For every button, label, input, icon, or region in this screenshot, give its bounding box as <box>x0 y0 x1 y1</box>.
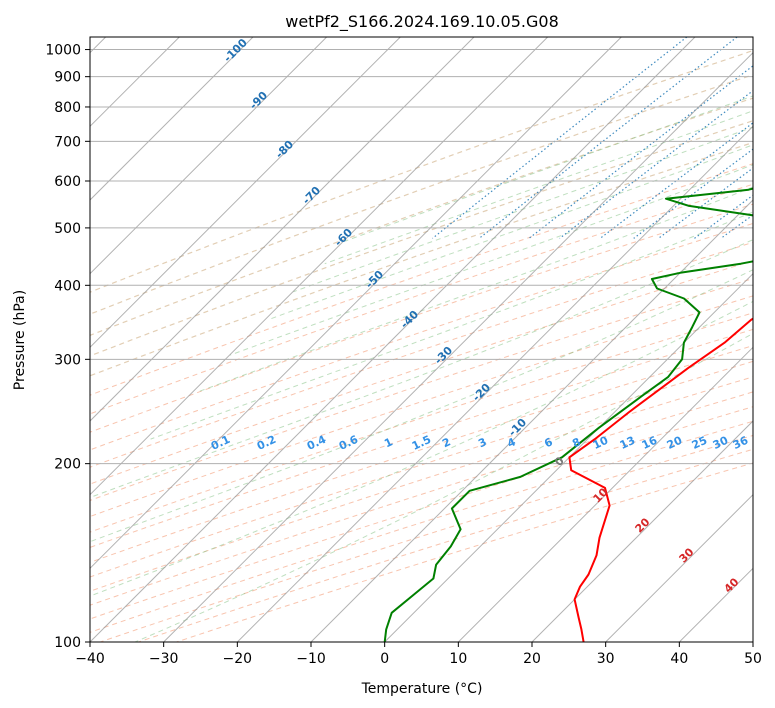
y-tick-label: 500 <box>54 221 81 237</box>
x-tick-label: 20 <box>523 651 541 667</box>
isotherm <box>90 37 696 642</box>
moist-adiabat <box>230 164 753 356</box>
mixing-ratio-label: 25 <box>690 434 709 452</box>
dry-adiabat <box>90 260 753 485</box>
mixing-ratio-line <box>760 37 775 238</box>
background-lines <box>90 37 775 642</box>
temperature-profile <box>568 317 753 642</box>
dry-adiabat <box>90 74 753 315</box>
y-tick-label: 700 <box>54 134 81 150</box>
x-axis-ticks: −40 −30 −20 −10 0 10 20 30 40 50 <box>75 642 762 667</box>
isotherm <box>90 37 475 422</box>
isotherm <box>163 51 753 642</box>
moist-adiabat <box>90 269 753 543</box>
isotherm <box>531 420 753 642</box>
y-tick-label: 1000 <box>45 43 81 59</box>
x-tick-label: −40 <box>75 651 105 667</box>
mixing-ratio-label: 16 <box>640 434 660 452</box>
dry-adiabat <box>90 345 753 563</box>
x-tick-label: −20 <box>223 651 253 667</box>
isotherm <box>384 272 753 642</box>
y-tick-label: 200 <box>54 457 81 473</box>
chart-title: wetPf2_S166.2024.169.10.05.G08 <box>285 12 559 32</box>
isotherm <box>90 37 328 275</box>
x-tick-label: 40 <box>670 651 688 667</box>
x-tick-label: 50 <box>744 651 762 667</box>
dry-adiabat <box>90 391 753 606</box>
plot-background <box>90 37 753 642</box>
x-tick-label: 10 <box>449 651 467 667</box>
y-tick-label: 100 <box>54 635 81 651</box>
mixing-ratio-line <box>559 89 753 239</box>
isotherm <box>90 37 549 496</box>
isotherm <box>605 493 753 642</box>
y-tick-label: 900 <box>54 70 81 86</box>
x-tick-label: −10 <box>296 651 326 667</box>
isotherm <box>752 641 753 642</box>
mixing-ratio-label: 30 <box>711 434 731 452</box>
mixing-ratio-label: 10 <box>591 434 611 452</box>
dewpoint-profile <box>383 187 753 642</box>
y-tick-label: 300 <box>54 352 81 368</box>
y-axis-title: Pressure (hPa) <box>12 290 28 390</box>
dry-adiabat <box>90 49 753 293</box>
dry-adiabat <box>90 241 753 468</box>
isotherm <box>236 125 753 642</box>
mixing-ratio-line <box>478 37 738 239</box>
x-tick-label: 30 <box>597 651 615 667</box>
y-tick-label: 800 <box>54 100 81 116</box>
x-axis-title: Temperature (°C) <box>361 681 483 697</box>
moist-adiabat <box>90 300 753 597</box>
x-tick-label: −30 <box>149 651 179 667</box>
isotherm <box>90 37 622 570</box>
dry-adiabat <box>90 295 753 518</box>
y-tick-label: 600 <box>54 174 81 190</box>
isotherm <box>310 199 753 642</box>
dry-adiabat <box>90 163 753 396</box>
moist-adiabat <box>324 110 753 265</box>
mixing-ratio-label: 36 <box>731 434 751 452</box>
isotherm <box>457 346 753 642</box>
isotherm <box>90 37 401 349</box>
y-tick-label: 400 <box>54 278 81 294</box>
x-tick-label: 0 <box>380 651 389 667</box>
dry-adiabat <box>90 203 753 433</box>
profiles <box>383 187 753 642</box>
plot-frame <box>89 36 754 643</box>
mixing-ratio-label: 20 <box>665 434 685 452</box>
y-axis-ticks: 100 200 300 400 500 600 700 800 900 1000 <box>45 43 90 651</box>
mixing-ratio-label: 13 <box>618 434 637 452</box>
isotherm <box>90 37 254 201</box>
dry-adiabat <box>90 141 753 377</box>
moist-adiabat <box>90 239 753 499</box>
pressure-grid <box>90 49 753 642</box>
